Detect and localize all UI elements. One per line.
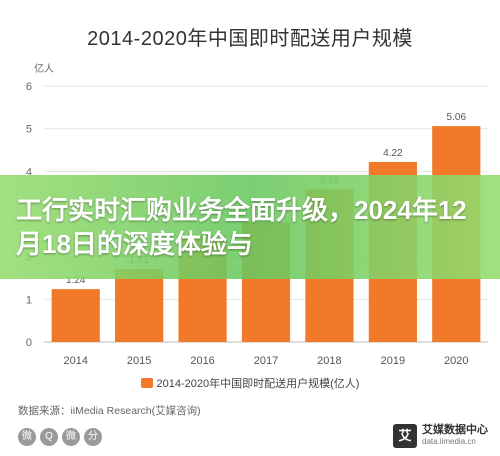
x-tick-label: 2015 (127, 355, 151, 367)
y-tick-label: 5 (26, 124, 32, 136)
data-label: 4.22 (383, 148, 403, 159)
y-tick-label: 4 (26, 166, 32, 178)
wechat-share-icon[interactable]: 微 (18, 428, 36, 446)
weibo-share-icon[interactable]: 微 (62, 428, 80, 446)
chart-legend: 2014-2020年中国即时配送用户规模(亿人) (0, 375, 500, 391)
headline-overlay: 工行实时汇购业务全面升级，2024年12月18日的深度体验与 (0, 175, 500, 279)
x-tick-label: 2016 (190, 355, 214, 367)
y-tick-label: 0 (26, 337, 32, 349)
x-tick-label: 2017 (254, 355, 278, 367)
share-bar: 微 Q 微 分 (18, 428, 102, 446)
brand-logo: 艾 (393, 424, 417, 448)
brand-url: data.iimedia.cn (422, 437, 476, 446)
share-icon[interactable]: 分 (84, 428, 102, 446)
y-tick-label: 6 (26, 81, 32, 93)
bar (51, 289, 100, 342)
bar (115, 269, 164, 342)
source-note: 数据来源：iiMedia Research(艾媒咨询) (18, 405, 201, 417)
x-tick-label: 2020 (444, 355, 468, 367)
chart-title: 2014-2020年中国即时配送用户规模 (87, 28, 413, 50)
headline-text: 工行实时汇购业务全面升级，2024年12月18日的深度体验与 (16, 195, 467, 259)
data-label: 1.24 (66, 275, 86, 286)
legend-swatch (140, 378, 153, 388)
x-tick-label: 2014 (63, 355, 87, 367)
data-label: 5.06 (447, 112, 467, 123)
brand-watermark: 艾 艾媒数据中心 data.iimedia.cn (393, 424, 488, 448)
x-tick-label: 2018 (317, 355, 341, 367)
y-axis-label: 亿人 (34, 62, 54, 75)
qq-share-icon[interactable]: Q (40, 428, 58, 446)
brand-name: 艾媒数据中心 (422, 424, 488, 436)
y-tick-label: 1 (26, 294, 32, 306)
x-tick-label: 2019 (381, 355, 405, 367)
legend-label: 2014-2020年中国即时配送用户规模(亿人) (156, 378, 360, 390)
